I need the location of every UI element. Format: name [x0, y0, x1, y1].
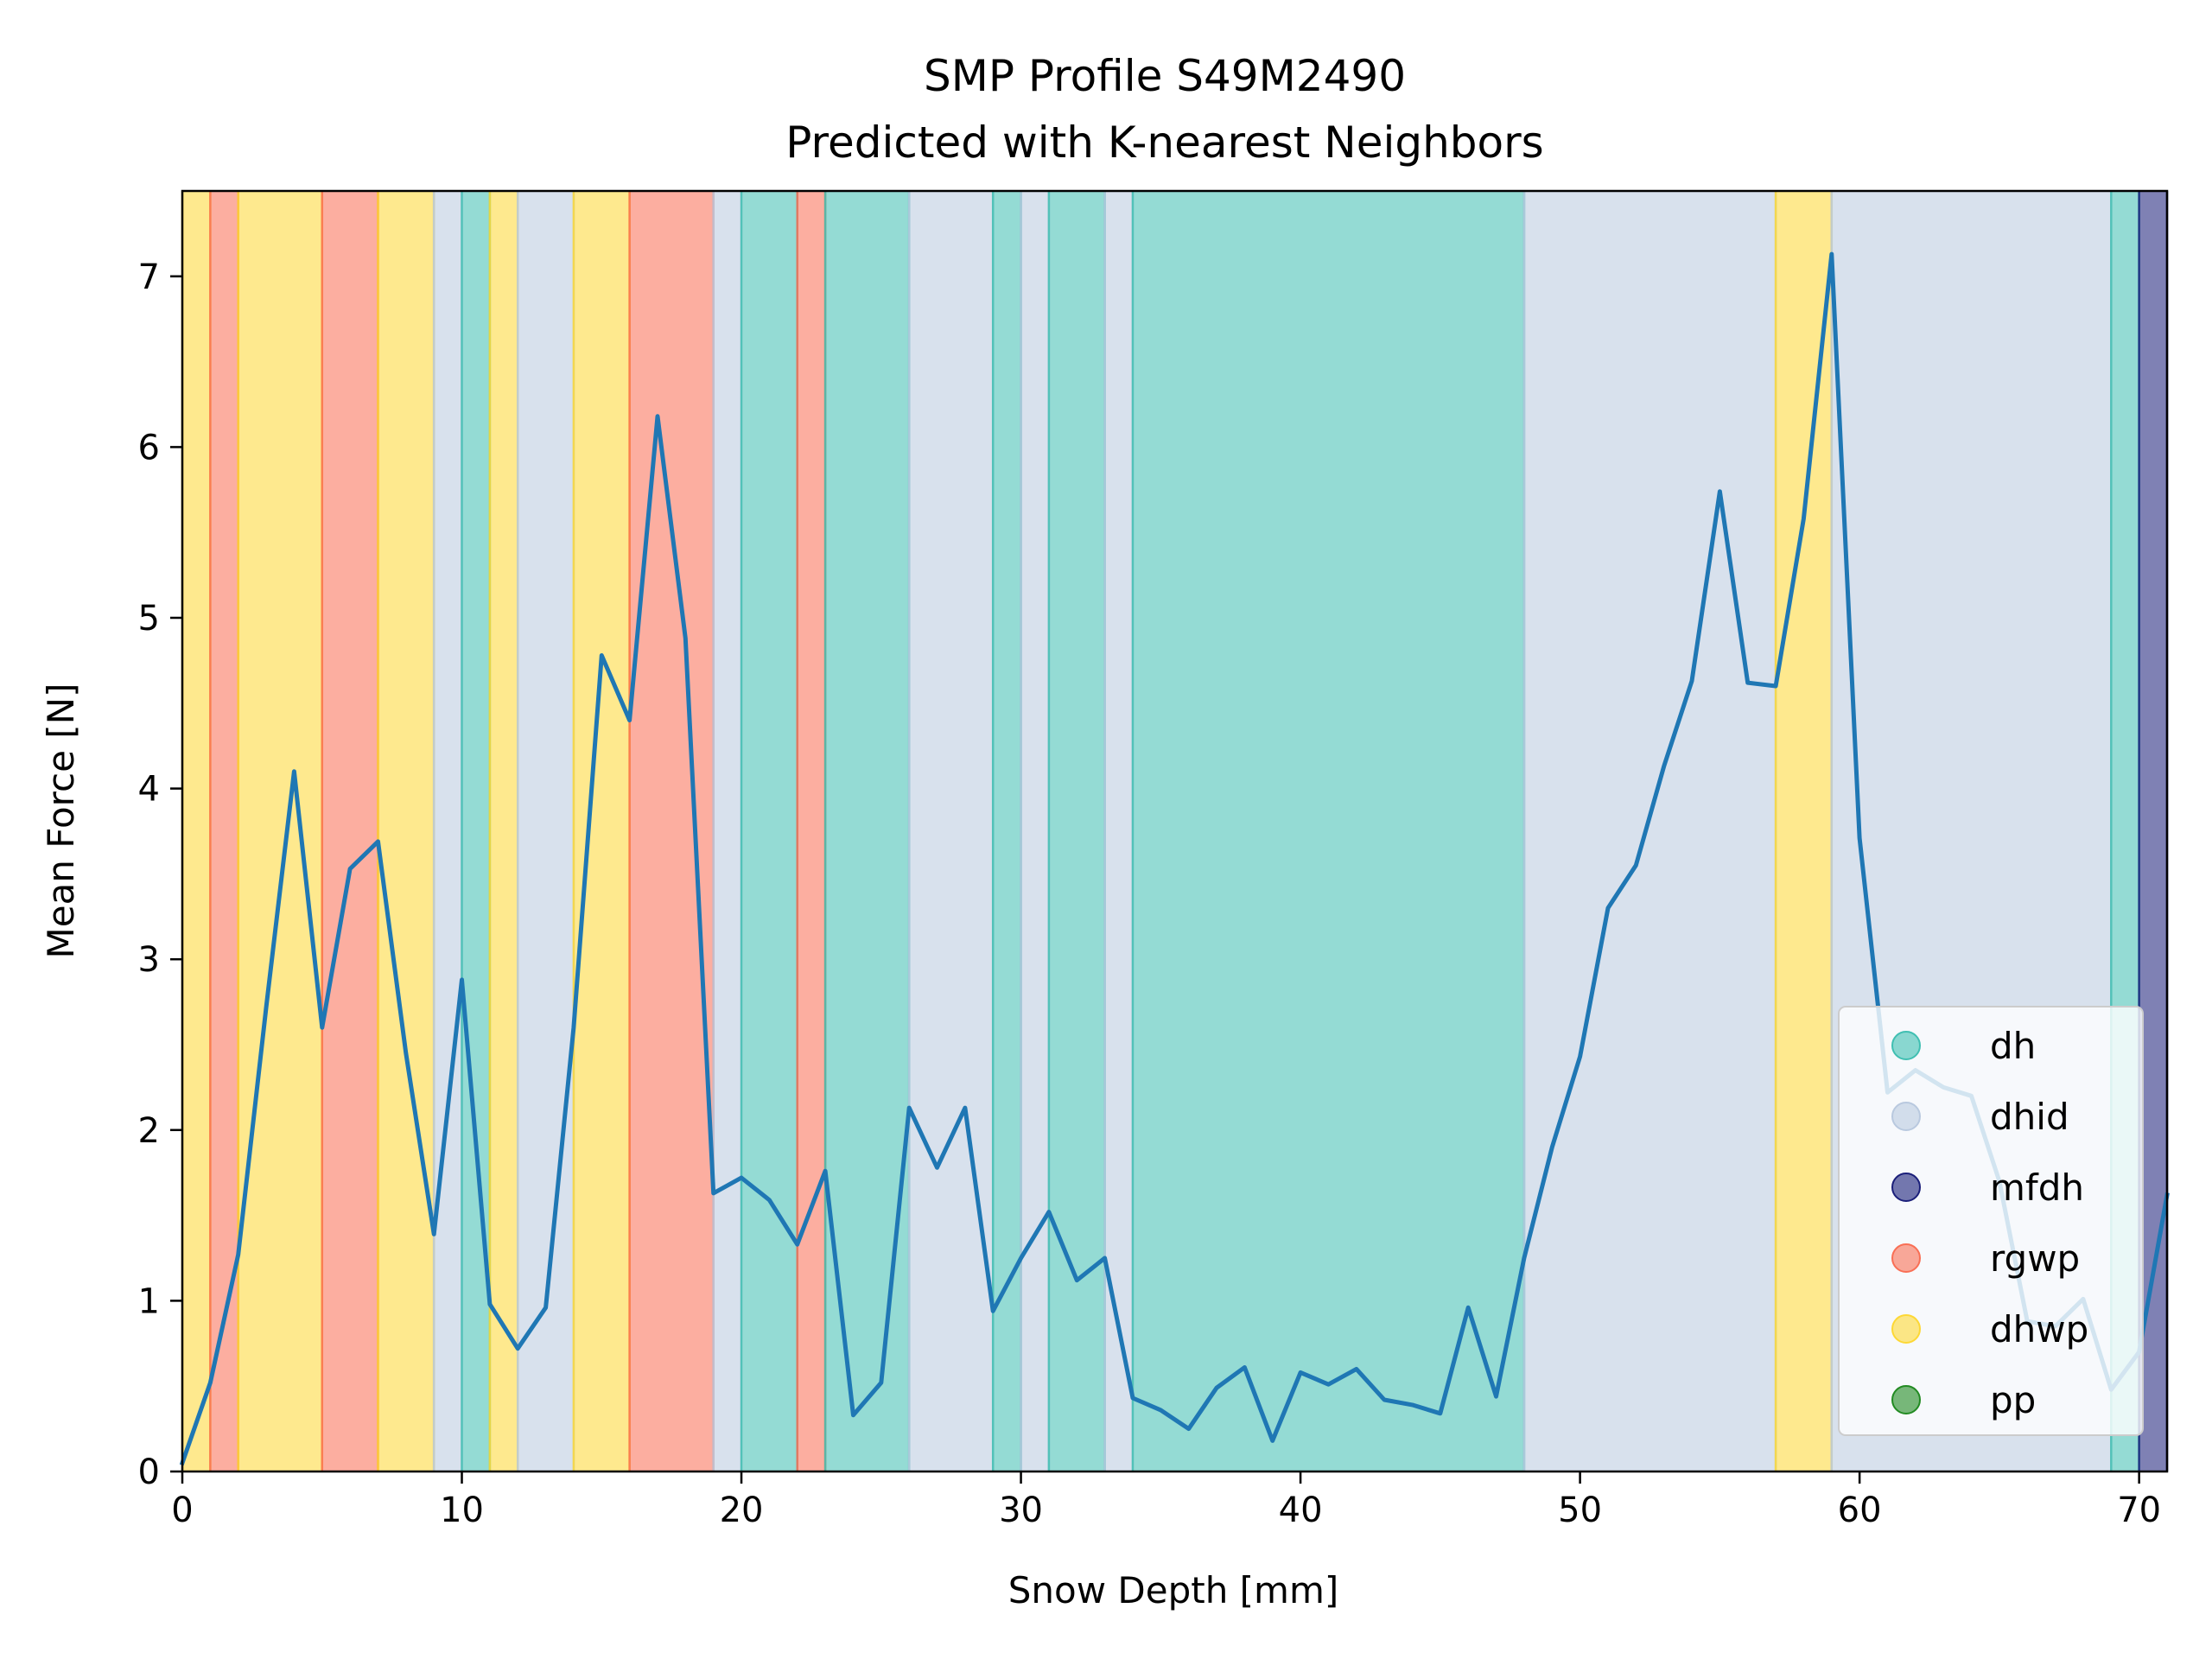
legend-marker-dhwp: [1891, 1314, 1921, 1344]
band-dhwp-22: [1776, 191, 1832, 1471]
x-axis: 0 10 20 30 40 50 60 70: [171, 1471, 2161, 1530]
x-tick-label-30: 30: [999, 1491, 1043, 1530]
band-rgwp-3: [321, 191, 378, 1471]
legend: dh dhid mfdh rgwp dhwp pp: [1838, 1006, 2144, 1436]
y-tick-label-7: 7: [138, 257, 160, 297]
band-dh-12: [741, 191, 798, 1471]
legend-marker-rgwp: [1891, 1243, 1921, 1273]
legend-marker-pp: [1891, 1385, 1921, 1414]
x-tick-label-0: 0: [171, 1491, 193, 1530]
band-dhid-19: [1104, 191, 1133, 1471]
y-tick-label-4: 4: [138, 770, 160, 810]
legend-marker-mfdh: [1891, 1173, 1921, 1202]
class-boundaries: [181, 191, 2169, 1471]
legend-label-dhwp: dhwp: [1990, 1308, 2088, 1351]
band-dhwp-9: [573, 191, 630, 1471]
x-tick-label-50: 50: [1558, 1491, 1602, 1530]
band-dh-16: [993, 191, 1021, 1471]
band-dhid-15: [909, 191, 994, 1471]
legend-marker-dhid: [1891, 1102, 1921, 1131]
y-tick-label-5: 5: [138, 599, 160, 639]
chart-title: SMP Profile S49M2490 Predicted with K-ne…: [785, 51, 1543, 168]
band-dh-18: [1048, 191, 1105, 1471]
band-dhwp-0: [182, 191, 211, 1471]
band-dhwp-7: [489, 191, 518, 1471]
legend-label-rgwp: rgwp: [1990, 1237, 2080, 1280]
band-dhwp-4: [378, 191, 435, 1471]
legend-marker-dh: [1891, 1031, 1921, 1060]
y-axis: 0 1 2 3 4 5 6 7: [138, 257, 182, 1492]
y-tick-label-2: 2: [138, 1111, 160, 1151]
y-tick-label-6: 6: [138, 428, 160, 467]
band-mfdh-25: [2139, 191, 2167, 1471]
series-layer: [179, 251, 2170, 1466]
chart-title-line-1: SMP Profile S49M2490: [924, 51, 1406, 101]
band-dhid-21: [1523, 191, 1777, 1471]
x-tick-label-70: 70: [2117, 1491, 2161, 1530]
legend-label-pp: pp: [1990, 1379, 2036, 1421]
legend-box: [1838, 1006, 2144, 1436]
y-tick-label-3: 3: [138, 940, 160, 980]
band-dhid-5: [434, 191, 462, 1471]
y-axis-label: Mean Force [N]: [40, 683, 82, 959]
band-rgwp-13: [797, 191, 826, 1471]
legend-label-dhid: dhid: [1990, 1096, 2069, 1138]
x-tick-label-10: 10: [440, 1491, 484, 1530]
band-rgwp-1: [210, 191, 238, 1471]
x-axis-label: Snow Depth [mm]: [1008, 1569, 1339, 1611]
band-dhid-8: [518, 191, 574, 1471]
x-tick-label-60: 60: [1838, 1491, 1882, 1530]
class-bands: [182, 191, 2167, 1471]
series-line-0: [179, 251, 2170, 1466]
plot-frame: [181, 189, 2169, 1473]
band-rgwp-10: [629, 191, 714, 1471]
y-tick-label-1: 1: [138, 1281, 160, 1321]
band-dh-20: [1132, 191, 1524, 1471]
legend-label-dh: dh: [1990, 1025, 2036, 1067]
band-dhid-17: [1020, 191, 1049, 1471]
y-tick-label-0: 0: [138, 1452, 160, 1492]
x-tick-label-40: 40: [1279, 1491, 1323, 1530]
legend-label-mfdh: mfdh: [1990, 1166, 2084, 1209]
band-dhid-11: [713, 191, 742, 1471]
x-tick-label-20: 20: [720, 1491, 764, 1530]
chart-title-line-2: Predicted with K-nearest Neighbors: [785, 118, 1543, 168]
band-dhwp-2: [238, 191, 322, 1471]
